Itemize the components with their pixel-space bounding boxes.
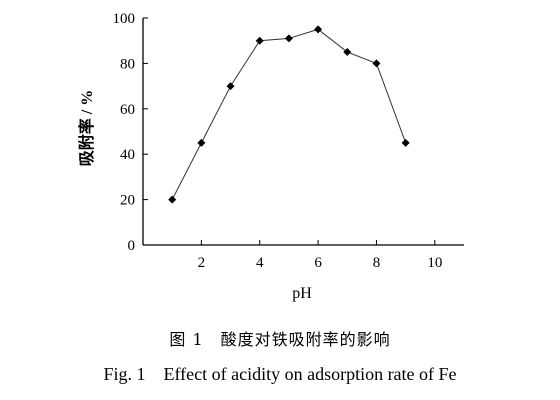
series-line [171,28,407,200]
x-tick-label: 6 [314,255,322,271]
y-tick-label: 20 [120,193,135,209]
axes [142,18,464,246]
x-axis-title: pH [292,285,312,302]
data-point [401,138,410,147]
y-axis-title: 吸附率 / % [77,90,96,166]
y-tick-label: 80 [120,56,135,72]
x-tick-label: 8 [373,255,381,271]
x-tick-label: 2 [198,255,206,271]
data-point [197,138,206,147]
y-tick-label: 40 [120,147,135,163]
x-tick-label: 4 [256,255,264,271]
data-point [255,36,264,45]
data-point [343,48,352,57]
data-point [284,34,293,43]
y-tick-label: 100 [113,11,136,27]
data-point [168,195,177,204]
data-point [226,82,235,91]
line-chart: 0 20 40 60 80 100 2 4 6 8 10 pH 吸附率 / % [77,11,464,302]
y-tick-label: 60 [120,102,135,118]
series [168,25,410,204]
data-point [314,25,323,34]
y-axis-ticks: 0 20 40 60 80 100 [113,11,148,254]
data-point [372,59,381,68]
y-tick-label: 0 [128,238,136,254]
x-tick-label: 10 [427,255,442,271]
figure-caption-chinese: 图 1 酸度对铁吸附率的影响 [169,330,391,349]
x-axis-ticks: 2 4 6 8 10 [198,240,442,271]
figure-caption-english: Fig. 1 Effect of acidity on adsorption r… [103,364,457,384]
